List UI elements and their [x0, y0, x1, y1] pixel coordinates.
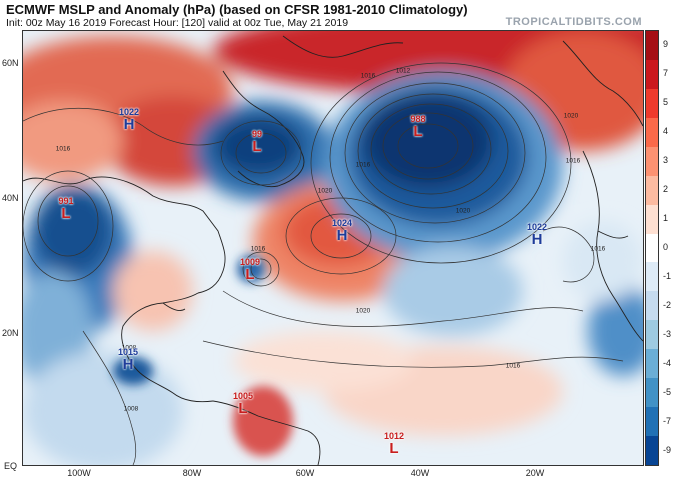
lat-label-20n: 20N [2, 328, 19, 338]
colorbar-segment [646, 175, 658, 206]
colorbar-segment [646, 320, 658, 350]
lon-label-40w: 40W [410, 468, 430, 478]
isobar-label: 1020 [355, 307, 371, 315]
colorbar-segment [646, 146, 658, 177]
anomaly-field [23, 31, 643, 465]
colorbar-tick-label: 0 [663, 242, 669, 252]
low-pressure-marker: 1009 L [239, 257, 261, 283]
low-pressure-marker: 991 L [58, 196, 74, 222]
colorbar-tick-label: 2 [663, 184, 669, 195]
isobar-label: 1016 [590, 245, 606, 253]
map-subtitle: Init: 00z May 16 2019 Forecast Hour: [12… [6, 17, 349, 29]
isobar-label: 1016 [360, 72, 376, 80]
colorbar-tick-label: -7 [663, 415, 672, 426]
low-pressure-marker: 1005 L [232, 391, 254, 417]
high-pressure-marker: 1024 H [331, 218, 353, 244]
lat-label-60n: 60N [2, 58, 19, 68]
low-pressure-marker: 1012 L [383, 431, 405, 457]
lat-label-eq: EQ [4, 461, 18, 471]
lon-label-20w: 20W [525, 468, 545, 478]
isobar-label: 1016 [250, 245, 266, 253]
colorbar-segment [646, 59, 658, 90]
low-pressure-marker: 99 L [251, 129, 263, 155]
colorbar-segment [646, 204, 658, 235]
high-pressure-marker: 1015 H [117, 347, 139, 373]
colorbar-segment [646, 407, 658, 437]
isobar-label: 1008 [121, 344, 137, 352]
colorbar-segment [646, 88, 658, 119]
colorbar-tick-label: 7 [663, 68, 669, 79]
isobar-label: 1016 [355, 161, 371, 169]
anomaly-shading [23, 31, 643, 465]
lon-label-80w: 80W [182, 468, 202, 478]
colorbar-tick-label: 5 [663, 97, 669, 108]
colorbar-tick-label: -2 [663, 299, 672, 310]
colorbar-segment [646, 233, 658, 263]
isobars [23, 62, 624, 465]
colorbar-tick-label: -9 [663, 444, 672, 455]
colorbar-tick-label: 4 [663, 126, 669, 137]
colorbar-segment [646, 378, 658, 408]
lon-label-100w: 100W [67, 468, 91, 478]
colorbar-segment [646, 117, 658, 148]
colorbar-tick-label: 1 [663, 213, 669, 224]
colorbar-segment [646, 31, 658, 61]
colorbar-tick-label: -1 [663, 270, 672, 281]
coastlines [23, 35, 643, 465]
colorbar-segment [646, 262, 658, 292]
colorbar-segment [646, 436, 658, 466]
isobar-label: 1020 [317, 187, 333, 195]
high-pressure-marker: 1022 H [118, 107, 140, 133]
isobar-label: 1020 [455, 207, 471, 215]
colorbar-tick-label: 3 [663, 155, 669, 166]
low-pressure-marker: 988 L [410, 114, 426, 140]
colorbar-tick-label: -5 [663, 386, 672, 397]
colorbar-tick-label: -3 [663, 328, 672, 339]
isobar-label: 1012 [395, 67, 411, 75]
isobar-label: 1008 [123, 405, 139, 413]
high-pressure-marker: 1022 H [526, 222, 548, 248]
map-panel: 1016 1012 1016 1020 1016 1020 1016 1020 … [22, 30, 644, 466]
anomaly-colorbar [645, 30, 659, 466]
isobar-label: 1020 [563, 112, 579, 120]
map-title: ECMWF MSLP and Anomaly (hPa) (based on C… [6, 2, 468, 17]
lat-label-40n: 40N [2, 193, 19, 203]
isobar-label: 1016 [55, 145, 71, 153]
lon-label-60w: 60W [295, 468, 315, 478]
colorbar-segment [646, 291, 658, 321]
brand-watermark: TROPICALTIDBITS.COM [505, 16, 642, 28]
colorbar-segment [646, 349, 658, 379]
isobar-label: 1016 [505, 362, 521, 370]
isobar-label: 1016 [565, 157, 581, 165]
colorbar-tick-label: 9 [663, 39, 669, 50]
colorbar-tick-label: -4 [663, 357, 672, 368]
